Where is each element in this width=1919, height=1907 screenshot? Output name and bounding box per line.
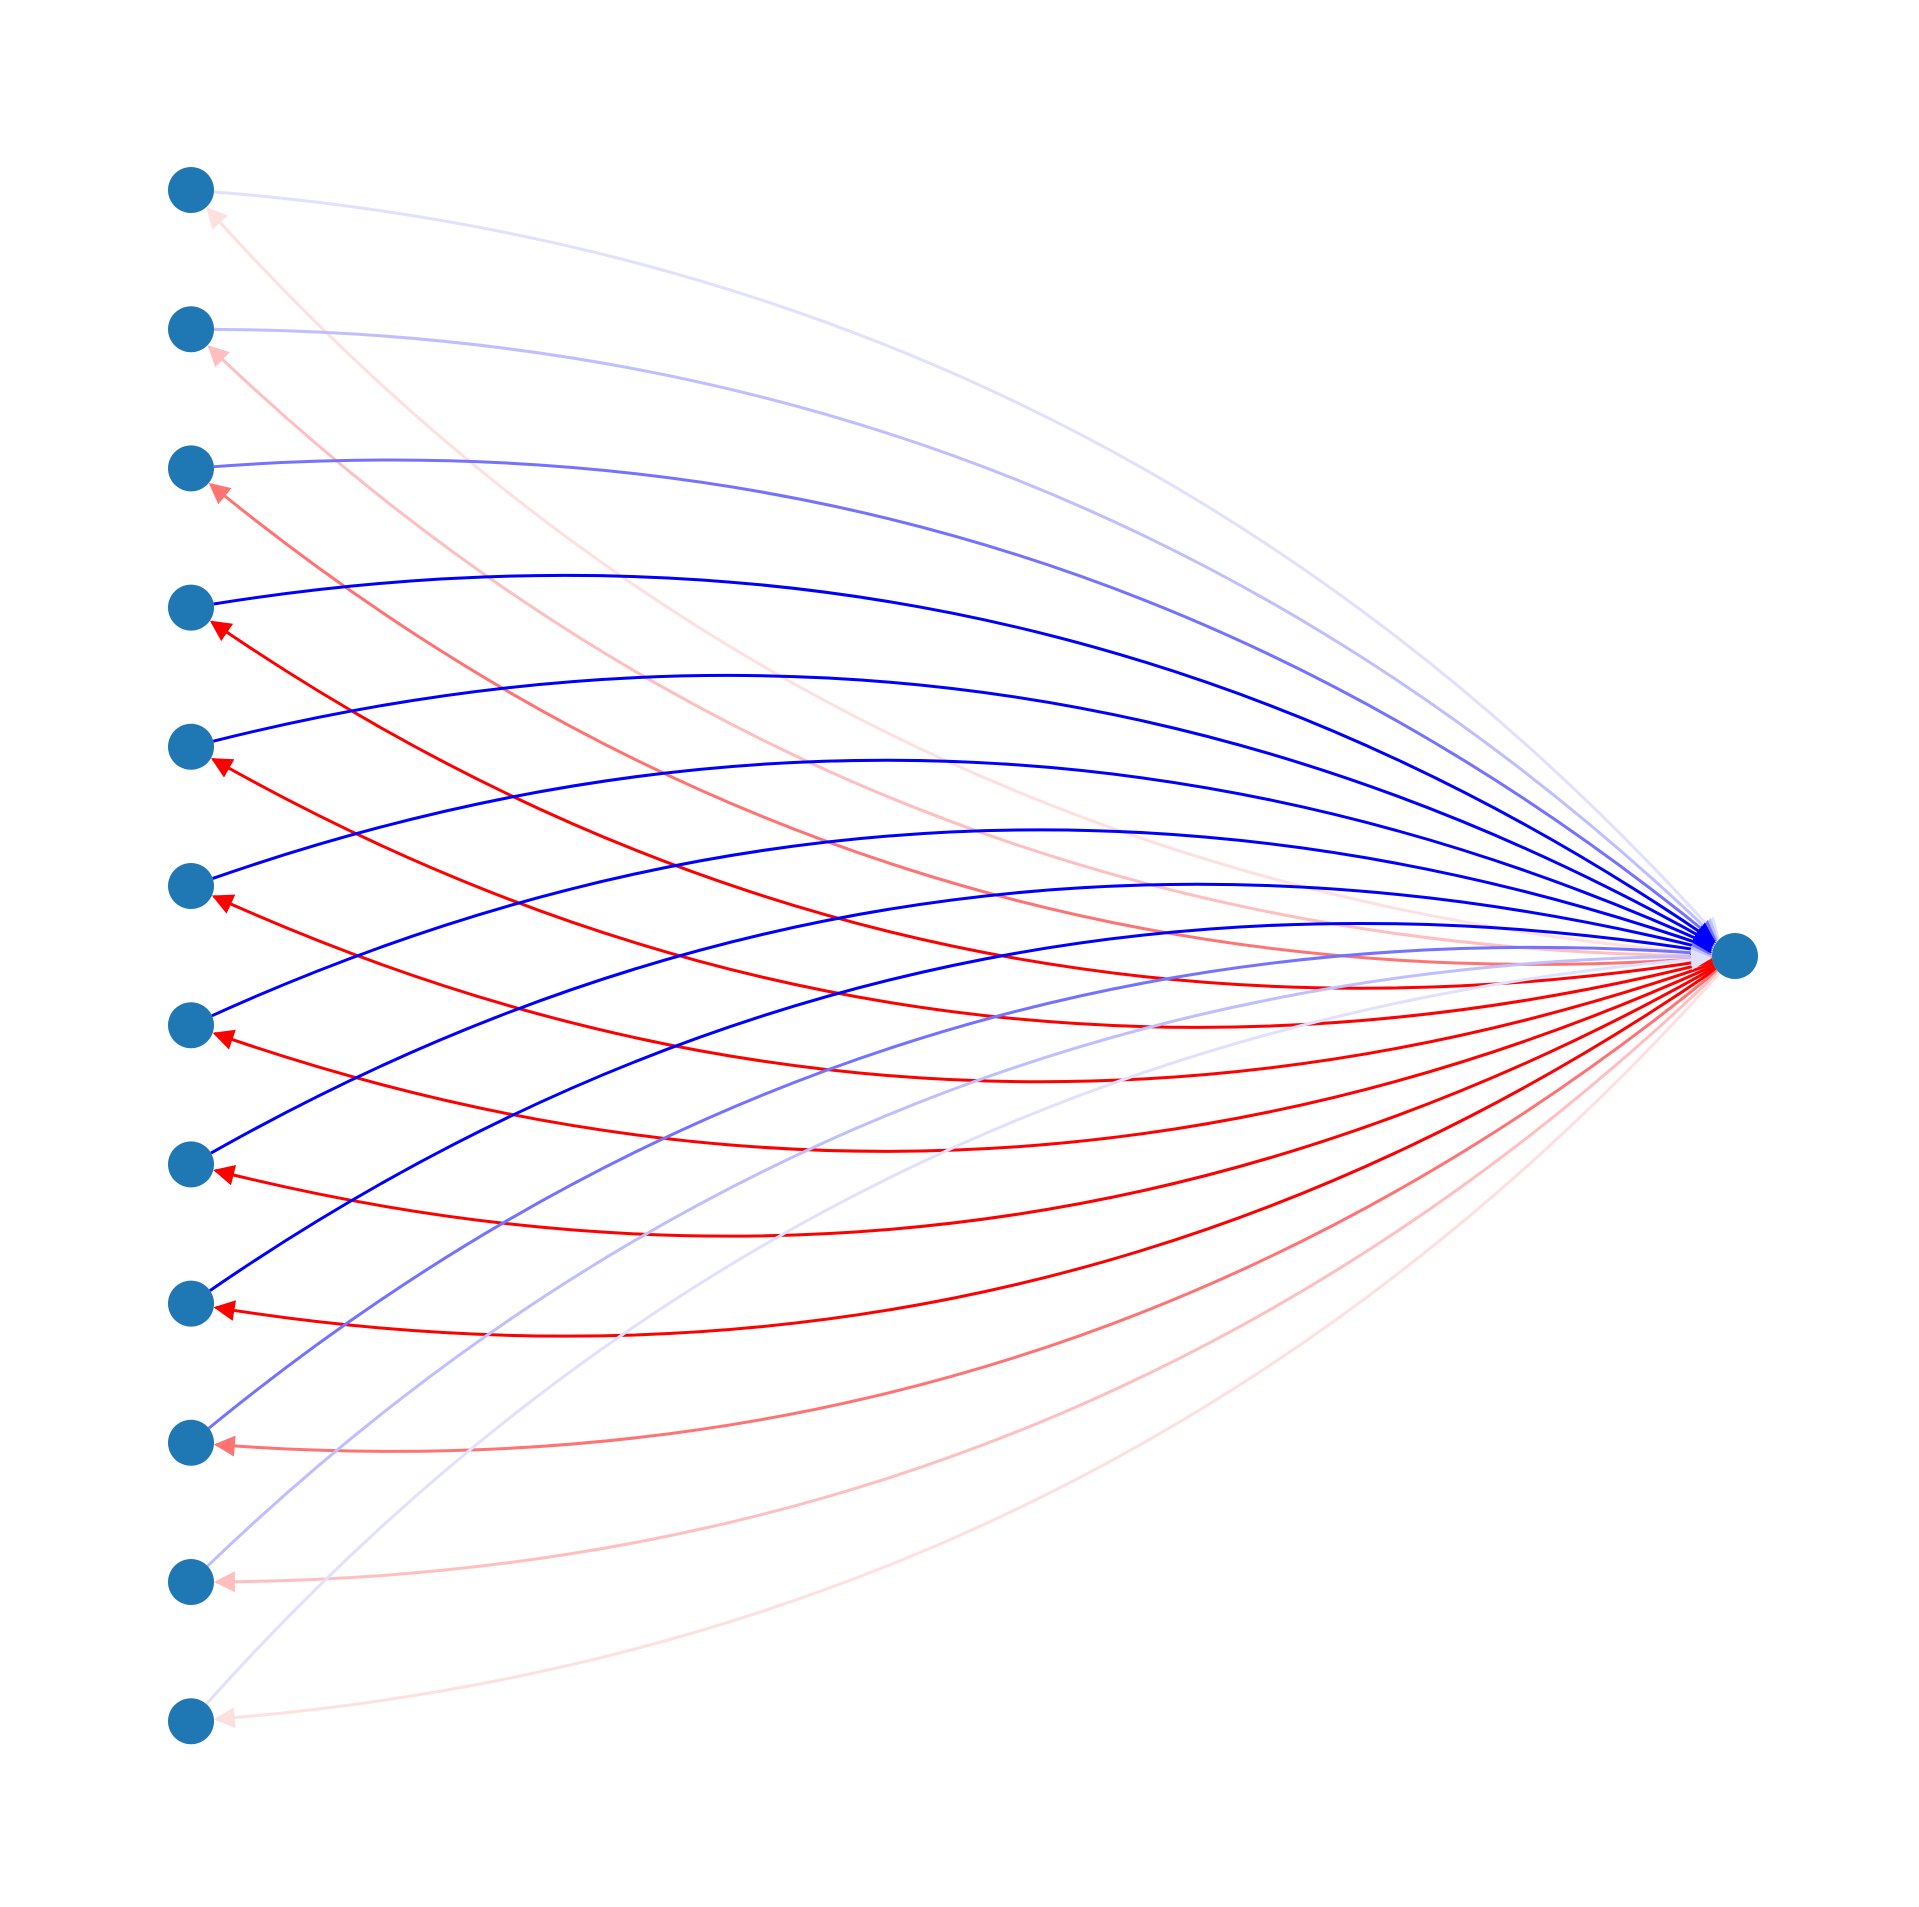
edge-out-2 — [207, 345, 1713, 958]
nodes-layer — [168, 167, 1758, 1745]
node-L9 — [168, 1280, 214, 1327]
edge-out-9 — [213, 967, 1717, 1338]
edge-in-1 — [213, 190, 1720, 939]
edge-in-8 — [210, 882, 1713, 1155]
node-L11 — [168, 1559, 214, 1605]
edge-out-11 — [213, 970, 1720, 1593]
edge-out-5 — [210, 757, 1714, 1029]
edge-out-4 — [209, 620, 1713, 990]
edge-in-2 — [213, 327, 1719, 941]
edge-in-6 — [212, 758, 1715, 948]
edge-out-6 — [211, 894, 1714, 1084]
node-L1 — [168, 167, 214, 213]
edge-in-11 — [206, 945, 1713, 1568]
edge-in-5 — [212, 673, 1716, 945]
node-R — [1712, 933, 1758, 979]
edge-in-4 — [213, 573, 1717, 944]
edges-layer — [205, 190, 1721, 1729]
node-L8 — [168, 1141, 214, 1188]
node-L10 — [168, 1419, 214, 1466]
edge-in-9 — [209, 921, 1713, 1292]
node-L5 — [168, 723, 214, 770]
edge-out-10 — [213, 969, 1719, 1457]
edge-out-8 — [213, 966, 1716, 1238]
node-L4 — [168, 584, 214, 631]
edge-in-10 — [207, 942, 1713, 1430]
node-L3 — [168, 445, 214, 492]
edge-in-3 — [213, 458, 1718, 942]
node-L6 — [168, 863, 214, 909]
edge-in-12 — [205, 949, 1713, 1706]
node-L7 — [168, 1002, 214, 1049]
edge-out-12 — [213, 972, 1721, 1729]
edge-out-1 — [206, 207, 1713, 956]
edge-out-3 — [208, 482, 1713, 966]
edge-out-7 — [212, 964, 1715, 1153]
edge-in-7 — [211, 828, 1714, 1018]
node-L12 — [168, 1698, 214, 1745]
node-L2 — [168, 306, 214, 353]
